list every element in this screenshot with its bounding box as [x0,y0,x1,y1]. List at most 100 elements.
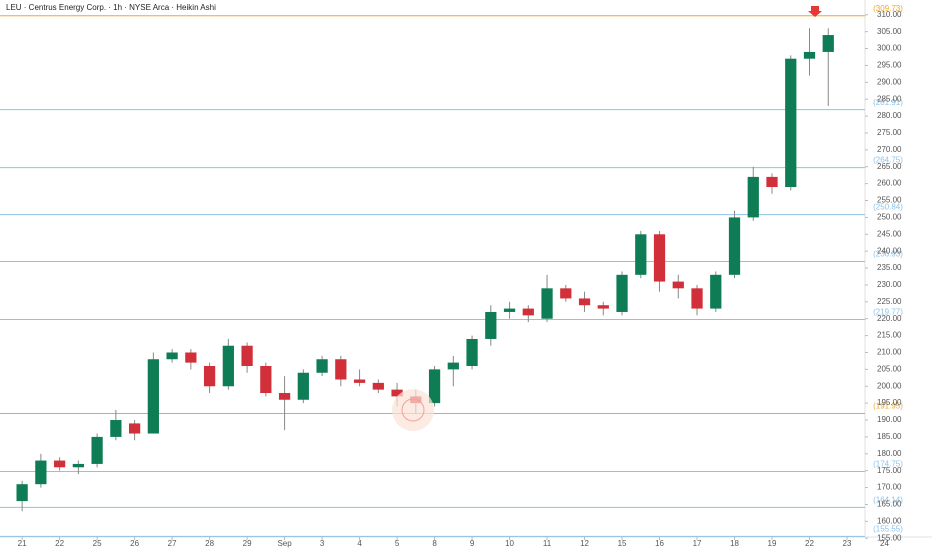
y-tick-label: 300.00 [877,44,902,53]
x-tick-label: 28 [205,539,214,548]
candle-body [297,372,309,400]
x-tick-label: 16 [655,539,664,548]
candle-body [35,460,47,485]
candle-body [785,58,797,188]
x-tick-label: 22 [805,539,814,548]
x-tick-label: 26 [130,539,139,548]
level-label: (236.93) [873,250,903,259]
candle-body [316,359,328,373]
y-tick-label: 245.00 [877,229,902,238]
y-tick-label: 285.00 [877,94,902,103]
y-tick-label: 305.00 [877,27,902,36]
x-tick-label: 27 [168,539,177,548]
y-tick-label: 310.00 [877,10,902,19]
y-tick-label: 155.00 [877,533,902,542]
y-tick-label: 225.00 [877,297,902,306]
candle-body [672,281,684,289]
y-tick-label: 205.00 [877,364,902,373]
candle-body [653,234,666,282]
x-tick-label: 19 [768,539,777,548]
candle-body [503,308,516,312]
down-arrow-marker [808,6,822,17]
candle-body [72,463,84,468]
candle-body [128,423,141,434]
y-tick-label: 290.00 [877,77,902,86]
y-tick-label: 280.00 [877,111,902,120]
candle-body [691,288,703,309]
candle-body [372,382,384,390]
y-tick-label: 185.00 [877,432,902,441]
axes: 310.00 305.00 300.00 295.00 290.00 285.00 280.… [18,10,902,548]
level-label: (155.55) [873,524,903,533]
candle-body [635,234,647,275]
x-tick-label: 29 [243,539,252,548]
level-label: (264.75) [873,156,903,165]
y-tick-label: 170.00 [877,483,902,492]
level-label: (191.95) [873,402,903,411]
chart-title: LEU · Centrus Energy Corp. · 1h · NYSE A… [6,3,216,12]
candle-body [185,352,197,363]
candle-body [578,298,591,306]
candle-body [541,288,553,319]
candle-body [466,338,478,366]
candle-body [747,176,759,218]
candle-body [335,359,347,380]
candle-body [485,311,497,339]
x-tick-label: 5 [395,539,400,548]
level-label: (250.84) [873,203,903,212]
candle-body [710,274,722,309]
candle-body [803,51,816,59]
candle-body [616,274,628,312]
candle-body [560,288,572,299]
candle-body [166,352,178,360]
candle-body [203,365,216,387]
y-tick-label: 295.00 [877,61,902,70]
x-tick-label: 25 [93,539,102,548]
x-tick-label: Sep [277,539,292,548]
y-tick-label: 235.00 [877,263,902,272]
y-tick-label: 175.00 [877,466,902,475]
y-tick-label: 210.00 [877,348,902,357]
y-tick-label: 270.00 [877,145,902,154]
x-tick-label: 18 [730,539,739,548]
y-tick-label: 240.00 [877,246,902,255]
candle-body [728,217,741,275]
candle-body [822,35,834,52]
candle-body [222,345,234,387]
y-tick-label: 250.00 [877,213,902,222]
x-tick-label: 17 [693,539,702,548]
highlight-circle [392,389,434,431]
candle-body [16,484,28,502]
candle-body [241,345,253,366]
candles [16,28,834,512]
y-tick-label: 190.00 [877,415,902,424]
highlight-ring [401,398,425,422]
x-tick-label: 12 [580,539,589,548]
candle-body [147,359,159,434]
y-tick-label: 275.00 [877,128,902,137]
candle-body [353,379,366,383]
y-tick-label: 265.00 [877,162,902,171]
x-tick-label: 15 [618,539,627,548]
y-tick-label: 260.00 [877,179,902,188]
x-tick-label: 10 [505,539,514,548]
x-tick-label: 24 [880,539,889,548]
candle-body [428,369,441,404]
candle-body [110,420,122,437]
x-tick-label: 23 [843,539,852,548]
y-tick-label: 220.00 [877,314,902,323]
level-label: (164.14) [873,495,903,504]
level-label: (309.73) [873,4,903,13]
candle-body [260,365,272,394]
candle-body [91,436,103,464]
y-tick-label: 200.00 [877,381,902,390]
candle-body [53,460,66,468]
candle-body [766,176,778,188]
candle-body [278,393,291,400]
y-tick-label: 180.00 [877,449,902,458]
candle-body [391,389,403,397]
x-tick-label: 11 [543,539,552,548]
